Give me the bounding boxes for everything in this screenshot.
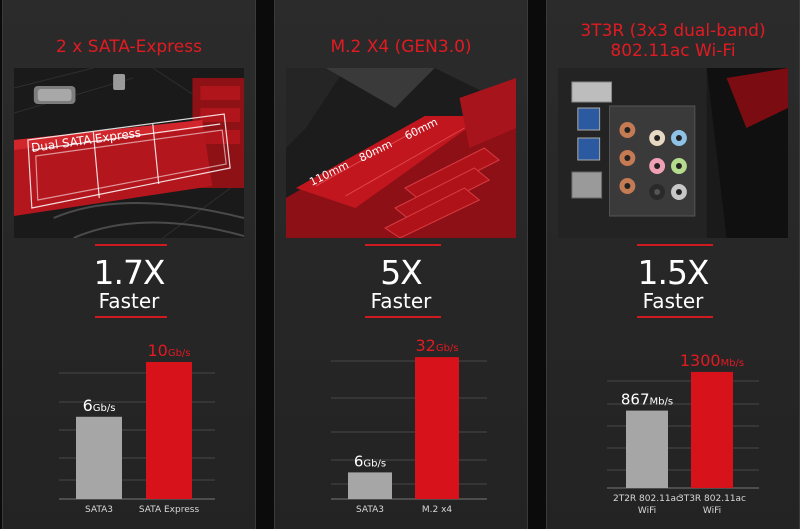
speedup-label: Faster [370, 289, 432, 313]
panel-title: M.2 X4 (GEN3.0) [275, 37, 527, 57]
bar [626, 410, 668, 488]
divider-line [95, 316, 167, 318]
category-label: 2T2R 802.11ac [613, 494, 681, 504]
bar-chart-m2: 6Gb/s SATA3 32Gb/s M.2 x4 [331, 336, 487, 515]
sata-express-photo: Dual SATA Express [14, 68, 244, 238]
bar-value-label: 10Gb/s [147, 341, 190, 360]
bar [415, 357, 459, 499]
panel-title-line: 802.11ac Wi-Fi [610, 41, 736, 61]
category-label: SATA3 [85, 505, 113, 515]
panel-title: 2 x SATA-Express [3, 37, 255, 57]
bar-value-label: 32Gb/s [415, 336, 458, 355]
bar-chart-wifi: 867Mb/s 2T2R 802.11ac WiFi 1300Mb/s 3T3R 802… [607, 351, 759, 516]
divider-line [637, 316, 713, 318]
bar [348, 472, 392, 499]
bar-value-label: 6Gb/s [354, 452, 386, 470]
divider-line [95, 244, 167, 246]
divider-line [365, 316, 441, 318]
bar [76, 416, 122, 499]
category-label: SATA Express [139, 505, 200, 515]
bar-value-label: 867Mb/s [621, 391, 673, 409]
io-panel-photo [558, 68, 788, 238]
category-label: WiFi [703, 506, 721, 516]
bar-value-label: 1300Mb/s [680, 351, 744, 370]
category-label: WiFi [638, 506, 656, 516]
panel-title-line: 3T3R (3x3 dual-band) [580, 21, 766, 41]
divider-line [637, 244, 713, 246]
category-label: 3T3R 802.11ac [678, 494, 746, 504]
speedup-label: Faster [98, 289, 160, 313]
bar [691, 371, 733, 488]
m2-slot-photo: 110mm 80mm 60mm [286, 68, 516, 238]
feature-panel-m2: M.2 X4 (GEN3.0) 110mm 80mm 60mm 5X [274, 0, 528, 529]
speedup-value: 1.7X [93, 253, 165, 292]
panel-title-line: 2 x SATA-Express [56, 37, 202, 57]
feature-panel-wifi: 3T3R (3x3 dual-band) 802.11ac Wi-Fi [546, 0, 800, 529]
panel-title-line: M.2 X4 (GEN3.0) [330, 37, 472, 57]
panel-title: 3T3R (3x3 dual-band) 802.11ac Wi-Fi [547, 21, 799, 61]
category-label: SATA3 [356, 505, 384, 515]
category-label: M.2 x4 [422, 505, 453, 515]
divider-line [365, 244, 441, 246]
speedup-value: 1.5X [637, 253, 709, 292]
bar-chart-sata: 6Gb/s SATA3 10Gb/s SATA Express [59, 341, 215, 515]
bar-value-label: 6Gb/s [83, 396, 116, 415]
speedup-label: Faster [642, 289, 704, 313]
bar [146, 361, 192, 499]
feature-panel-sata-express: 2 x SATA-Express [2, 0, 256, 529]
speedup-value: 5X [380, 253, 423, 292]
